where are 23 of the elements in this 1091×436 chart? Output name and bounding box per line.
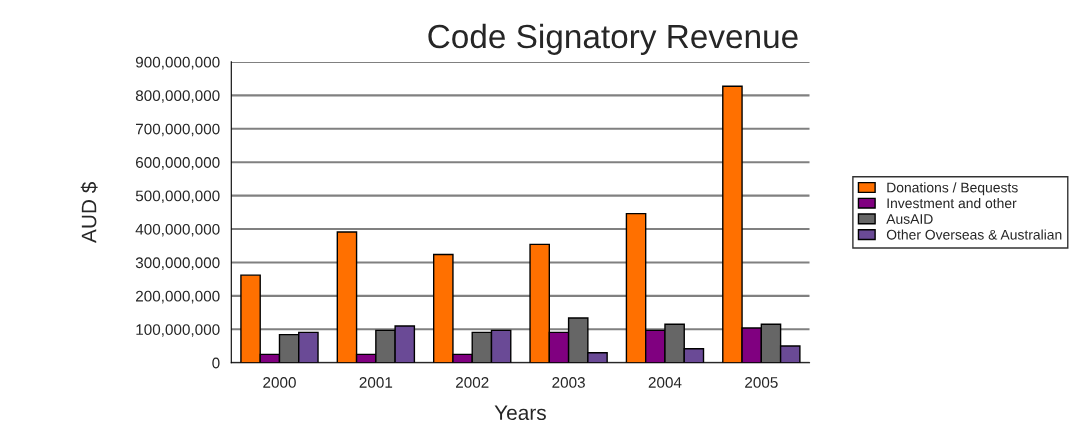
y-tick-label: 100,000,000 [136, 324, 220, 337]
legend-label: Other Overseas & Australian [886, 229, 1062, 240]
x-tick-label: 2003 [552, 377, 585, 388]
chart-title: Code Signatory Revenue [428, 23, 798, 55]
y-tick-label: 600,000,000 [136, 157, 220, 170]
legend-label: Donations / Bequests [887, 182, 1018, 196]
y-tick-label: 900,000,000 [135, 56, 220, 70]
y-tick-label: 200,000,000 [136, 290, 220, 304]
legend-label: Investment and other [887, 198, 1017, 209]
x-tick-label: 2004 [648, 377, 682, 388]
x-tick-label: 2000 [263, 377, 296, 388]
y-tick-label: 500,000,000 [135, 190, 220, 204]
x-tick-label: 2001 [359, 377, 393, 388]
y-tick-label: 300,000,000 [135, 257, 220, 270]
x-axis-title: Years [494, 405, 546, 421]
y-axis-title: AUD $ [80, 181, 98, 243]
y-tick-label: 400,000,000 [135, 223, 220, 237]
x-tick-label: 2002 [456, 377, 489, 388]
y-tick-label: 0 [212, 357, 220, 369]
legend-label: AusAID [886, 214, 933, 224]
y-tick-label: 800,000,000 [135, 90, 220, 103]
x-tick-label: 2005 [745, 377, 778, 388]
y-tick-label: 700,000,000 [136, 123, 220, 137]
